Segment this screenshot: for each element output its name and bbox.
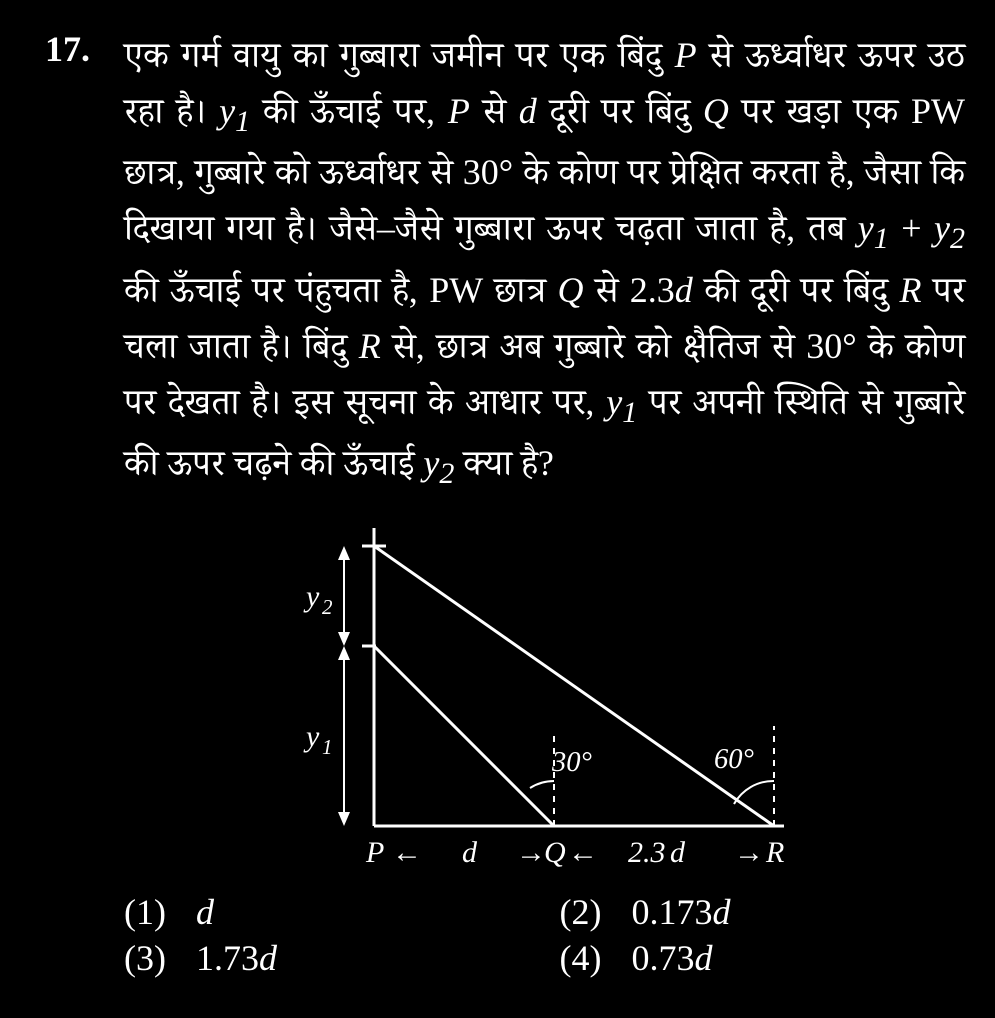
var-R: R	[899, 270, 921, 310]
var-P: P	[448, 91, 470, 131]
var-y1: y	[606, 382, 622, 422]
svg-text:←: ←	[392, 836, 422, 869]
svg-text:→: →	[516, 836, 546, 869]
question-number: 17.	[30, 28, 90, 979]
var-y1: y	[219, 91, 235, 131]
page: 17. एक गर्म वायु का गुब्बारा जमीन पर एक …	[0, 0, 995, 999]
var-d: d	[695, 938, 713, 978]
question-text: एक गर्म वायु का गुब्बारा जमीन पर एक बिंद…	[124, 28, 965, 498]
t: क्या है?	[454, 443, 554, 483]
svg-text:30°: 30°	[551, 747, 592, 778]
var-Q: Q	[703, 91, 729, 131]
num: 0.173	[632, 892, 713, 932]
t: से 2.3	[583, 270, 674, 310]
question-block: 17. एक गर्म वायु का गुब्बारा जमीन पर एक …	[30, 28, 965, 979]
sub: 1	[622, 396, 637, 429]
t: की ऊँचाई पर पंहुचता है, PW छात्र	[124, 270, 557, 310]
figure: y2y130°60°P←d→Q←2.3d→R	[294, 516, 965, 881]
option-value: d	[196, 891, 214, 933]
num: 1.73	[196, 938, 259, 978]
diagram-svg: y2y130°60°P←d→Q←2.3d→R	[294, 516, 814, 876]
svg-text:d: d	[670, 836, 686, 869]
var-y2: y	[934, 208, 950, 248]
svg-text:60°: 60°	[714, 744, 754, 775]
svg-text:P: P	[365, 836, 384, 869]
option-value: 1.73d	[196, 937, 277, 979]
question-body: एक गर्म वायु का गुब्बारा जमीन पर एक बिंद…	[124, 28, 965, 979]
option-2: (2) 0.173d	[560, 891, 966, 933]
var-d: d	[519, 91, 537, 131]
sub: 2	[439, 457, 454, 490]
option-number: (1)	[124, 891, 180, 933]
var-d: d	[196, 892, 214, 932]
svg-text:R: R	[765, 836, 784, 869]
option-value: 0.73d	[632, 937, 713, 979]
svg-text:y: y	[303, 580, 320, 613]
var-y2: y	[423, 443, 439, 483]
var-P: P	[675, 35, 697, 75]
option-3: (3) 1.73d	[124, 937, 530, 979]
svg-text:d: d	[462, 836, 478, 869]
option-number: (2)	[560, 891, 616, 933]
sub: 2	[950, 222, 965, 255]
option-1: (1) d	[124, 891, 530, 933]
var-d: d	[675, 270, 693, 310]
option-value: 0.173d	[632, 891, 731, 933]
svg-text:→: →	[734, 836, 764, 869]
var-y1: y	[858, 208, 874, 248]
svg-text:2.3: 2.3	[628, 836, 666, 869]
svg-text:←: ←	[568, 836, 598, 869]
svg-text:2: 2	[322, 595, 333, 619]
t: एक गर्म वायु का गुब्बारा जमीन पर एक बिंद…	[124, 35, 675, 75]
var-Q: Q	[557, 270, 583, 310]
var-d: d	[259, 938, 277, 978]
option-number: (3)	[124, 937, 180, 979]
option-number: (4)	[560, 937, 616, 979]
t: से	[470, 91, 519, 131]
options: (1) d (2) 0.173d (3) 1.73d (4) 0.73d	[124, 891, 965, 979]
svg-text:y: y	[303, 720, 320, 753]
svg-text:1: 1	[322, 735, 333, 759]
sub: 1	[874, 222, 889, 255]
option-4: (4) 0.73d	[560, 937, 966, 979]
svg-text:Q: Q	[544, 836, 566, 869]
t: की दूरी पर बिंदु	[693, 270, 900, 310]
t: की ऊँचाई पर,	[250, 91, 448, 131]
t: +	[889, 208, 934, 248]
t: दूरी पर बिंदु	[537, 91, 703, 131]
var-d: d	[713, 892, 731, 932]
var-R: R	[359, 326, 381, 366]
sub: 1	[235, 105, 250, 138]
num: 0.73	[632, 938, 695, 978]
